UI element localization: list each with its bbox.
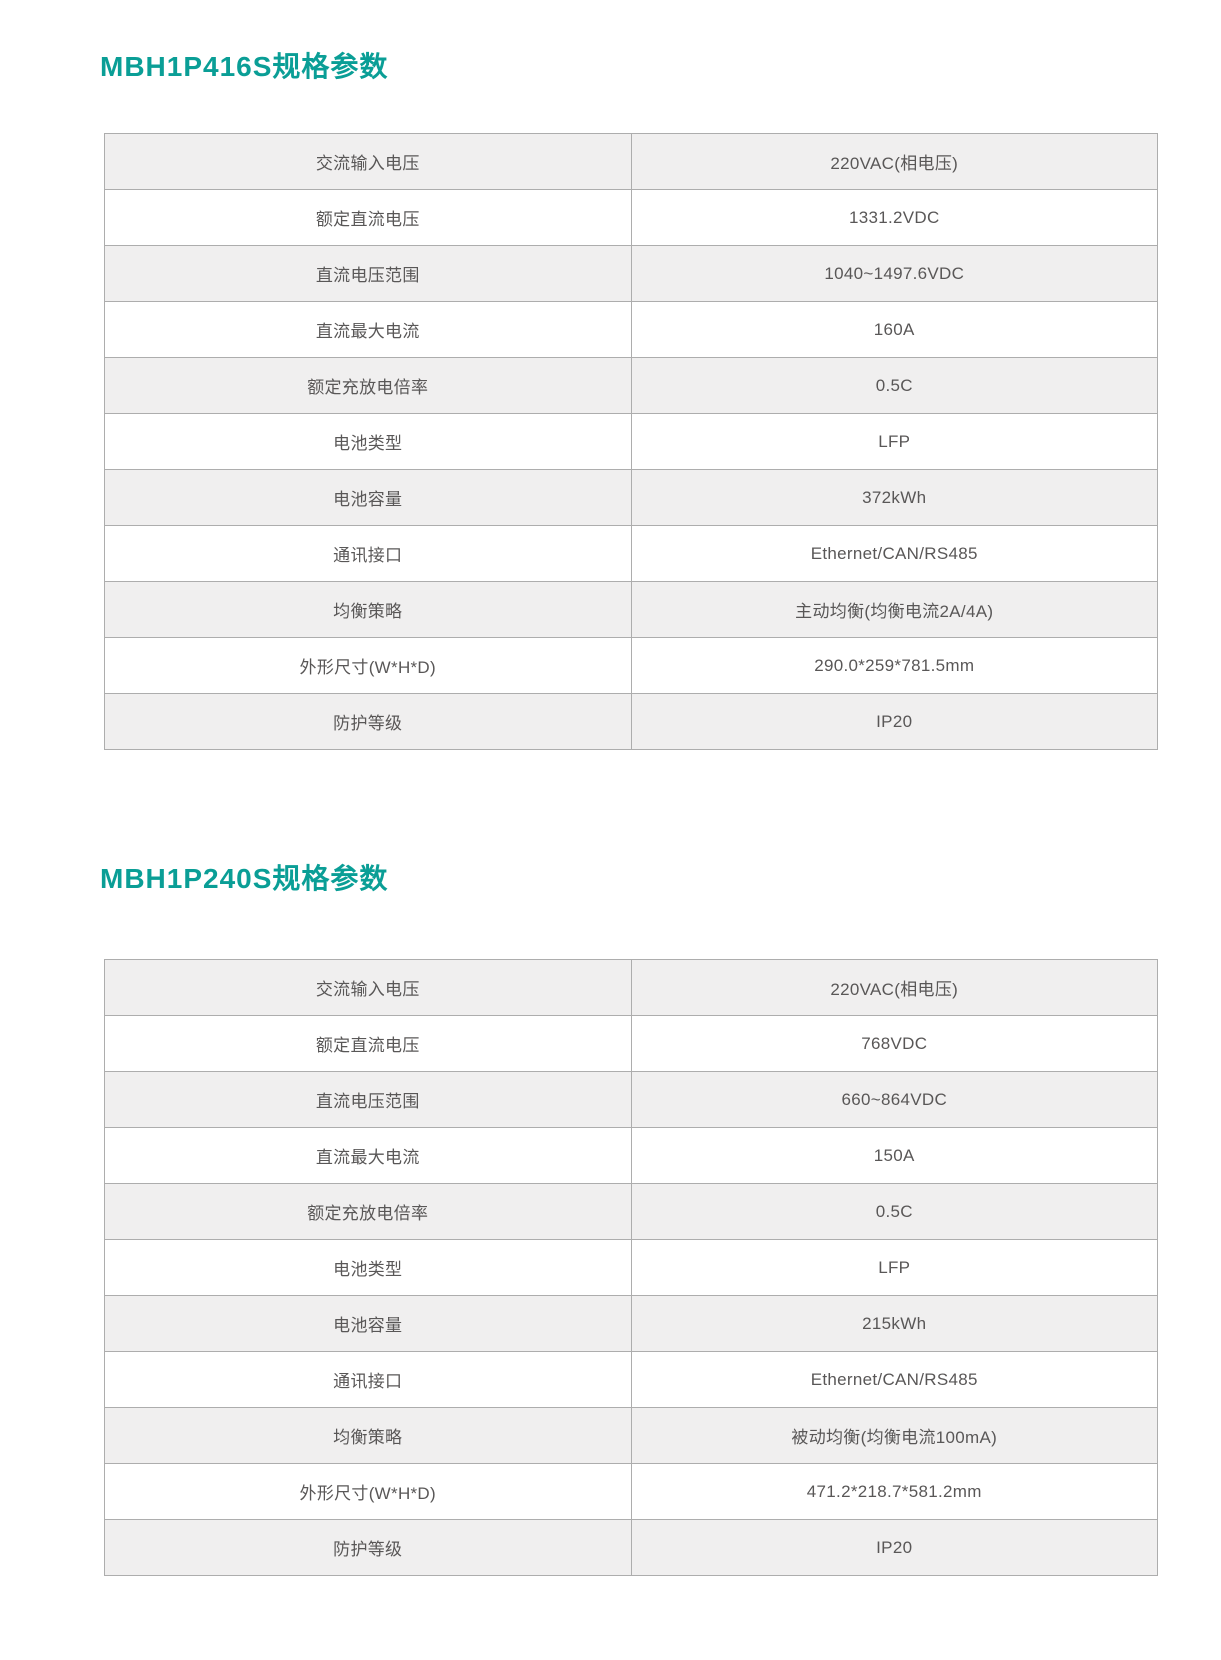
spec-label: 额定充放电倍率 [105,1184,632,1239]
table-row: 直流最大电流 150A [105,1127,1157,1183]
spec-label: 直流电压范围 [105,246,632,301]
spec-value: 215kWh [862,1313,927,1333]
spec-table: 交流输入电压 220VAC(相电压) 额定直流电压 768VDC 直流电压范围 660~8… [104,959,1158,1576]
spec-label: 额定直流电压 [105,190,632,245]
spec-value: 768VDC [861,1033,928,1053]
spec-value: 290.0*259*781.5mm [814,655,975,675]
spec-value: LFP [878,431,911,451]
spec-value: 372kWh [862,487,927,507]
table-row: 均衡策略 主动均衡(均衡电流2A/4A) [105,581,1157,637]
spec-section: MBH1P240S规格参数交流输入电压 220VAC(相电压) 额定直流电压 768V… [0,862,1221,1576]
table-row: 直流电压范围 660~864VDC [105,1071,1157,1127]
spec-value: IP20 [876,1537,913,1557]
spec-value: LFP [878,1257,911,1277]
table-row: 外形尺寸(W*H*D) 290.0*259*781.5mm [105,637,1157,693]
spec-value: 主动均衡(均衡电流2A/4A) [795,602,994,621]
spec-label: 电池容量 [105,1296,632,1351]
spec-label: 交流输入电压 [105,134,632,189]
table-row: 防护等级 IP20 [105,693,1157,749]
spec-label: 通讯接口 [105,1352,632,1407]
spec-label: 电池类型 [105,414,632,469]
table-row: 电池类型 LFP [105,413,1157,469]
spec-label: 均衡策略 [105,1408,632,1463]
table-row: 额定直流电压 1331.2VDC [105,189,1157,245]
spec-value: 220VAC(相电压) [830,980,959,999]
spec-value: 160A [873,319,915,339]
table-row: 直流电压范围 1040~1497.6VDC [105,245,1157,301]
table-row: 交流输入电压 220VAC(相电压) [105,960,1157,1015]
spec-label: 防护等级 [105,1520,632,1575]
spec-label: 通讯接口 [105,526,632,581]
spec-value: Ethernet/CAN/RS485 [810,543,978,563]
spec-value: Ethernet/CAN/RS485 [810,1369,978,1389]
section-title: MBH1P240S规格参数 [100,863,389,894]
table-row: 通讯接口 Ethernet/CAN/RS485 [105,1351,1157,1407]
table-row: 电池容量 215kWh [105,1295,1157,1351]
spec-label: 额定直流电压 [105,1016,632,1071]
spec-label: 额定充放电倍率 [105,358,632,413]
table-row: 均衡策略 被动均衡(均衡电流100mA) [105,1407,1157,1463]
table-row: 防护等级 IP20 [105,1519,1157,1575]
spec-label: 电池类型 [105,1240,632,1295]
spec-label: 直流最大电流 [105,302,632,357]
table-row: 通讯接口 Ethernet/CAN/RS485 [105,525,1157,581]
spec-value: 220VAC(相电压) [830,154,959,173]
table-row: 额定充放电倍率 0.5C [105,357,1157,413]
spec-table: 交流输入电压 220VAC(相电压) 额定直流电压 1331.2VDC 直流电压范围 10… [104,133,1158,750]
spec-label: 交流输入电压 [105,960,632,1015]
spec-label: 直流最大电流 [105,1128,632,1183]
spec-section: MBH1P416S规格参数交流输入电压 220VAC(相电压) 额定直流电压 1331… [0,50,1221,750]
table-row: 额定直流电压 768VDC [105,1015,1157,1071]
spec-value: 1331.2VDC [848,207,940,227]
spec-value: 0.5C [875,1201,913,1221]
spec-value: 被动均衡(均衡电流100mA) [791,1428,998,1447]
table-row: 交流输入电压 220VAC(相电压) [105,134,1157,189]
spec-label: 直流电压范围 [105,1072,632,1127]
spec-label: 外形尺寸(W*H*D) [105,638,632,693]
spec-label: 防护等级 [105,694,632,749]
spec-label: 均衡策略 [105,582,632,637]
spec-value: IP20 [876,711,913,731]
section-title: MBH1P416S规格参数 [100,51,389,82]
spec-label: 外形尺寸(W*H*D) [105,1464,632,1519]
table-row: 直流最大电流 160A [105,301,1157,357]
table-row: 外形尺寸(W*H*D) 471.2*218.7*581.2mm [105,1463,1157,1519]
spec-value: 1040~1497.6VDC [824,263,965,283]
table-row: 电池类型 LFP [105,1239,1157,1295]
spec-value: 660~864VDC [841,1089,948,1109]
spec-value: 0.5C [875,375,913,395]
table-row: 电池容量 372kWh [105,469,1157,525]
spec-value: 150A [873,1145,915,1165]
spec-value: 471.2*218.7*581.2mm [806,1481,982,1501]
spec-label: 电池容量 [105,470,632,525]
table-row: 额定充放电倍率 0.5C [105,1183,1157,1239]
